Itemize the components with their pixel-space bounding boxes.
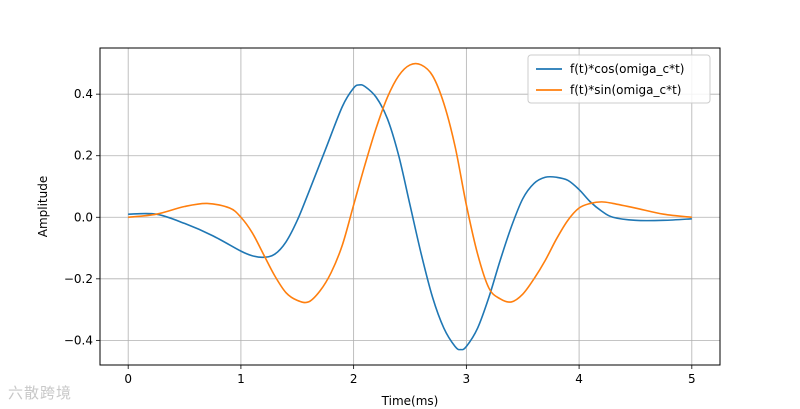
y-axis-label: Amplitude: [36, 176, 50, 238]
watermark-logo: 六散跨境: [8, 382, 72, 403]
legend-label: f(t)*cos(omiga_c*t): [570, 62, 685, 76]
y-tick-label: 0.2: [74, 149, 93, 163]
axis-ticks: 0 1 2 3 4 5 −0.4 −0.2 0.0 0.2 0.4: [64, 87, 696, 386]
y-tick-label: −0.2: [64, 272, 93, 286]
series-layer: [128, 62, 692, 351]
y-tick-label: 0.4: [74, 87, 93, 101]
y-tick-label: −0.4: [64, 333, 93, 347]
x-tick-label: 2: [350, 372, 358, 386]
x-tick-label: 4: [575, 372, 583, 386]
series-line-1: [128, 83, 692, 351]
series-line-2: [128, 62, 692, 304]
legend-box: [527, 54, 711, 104]
legend: f(t)*cos(omiga_c*t) f(t)*sin(omiga_c*t): [527, 54, 711, 104]
x-tick-label: 1: [237, 372, 245, 386]
y-tick-label: 0.0: [74, 210, 93, 224]
x-tick-label: 5: [688, 372, 696, 386]
x-tick-label: 3: [463, 372, 471, 386]
plot-frame: [99, 47, 721, 366]
watermark-text: 六散跨境: [8, 384, 73, 402]
x-tick-label: 0: [124, 372, 132, 386]
x-axis-label: Time(ms): [381, 394, 439, 408]
legend-label: f(t)*sin(omiga_c*t): [570, 83, 682, 97]
